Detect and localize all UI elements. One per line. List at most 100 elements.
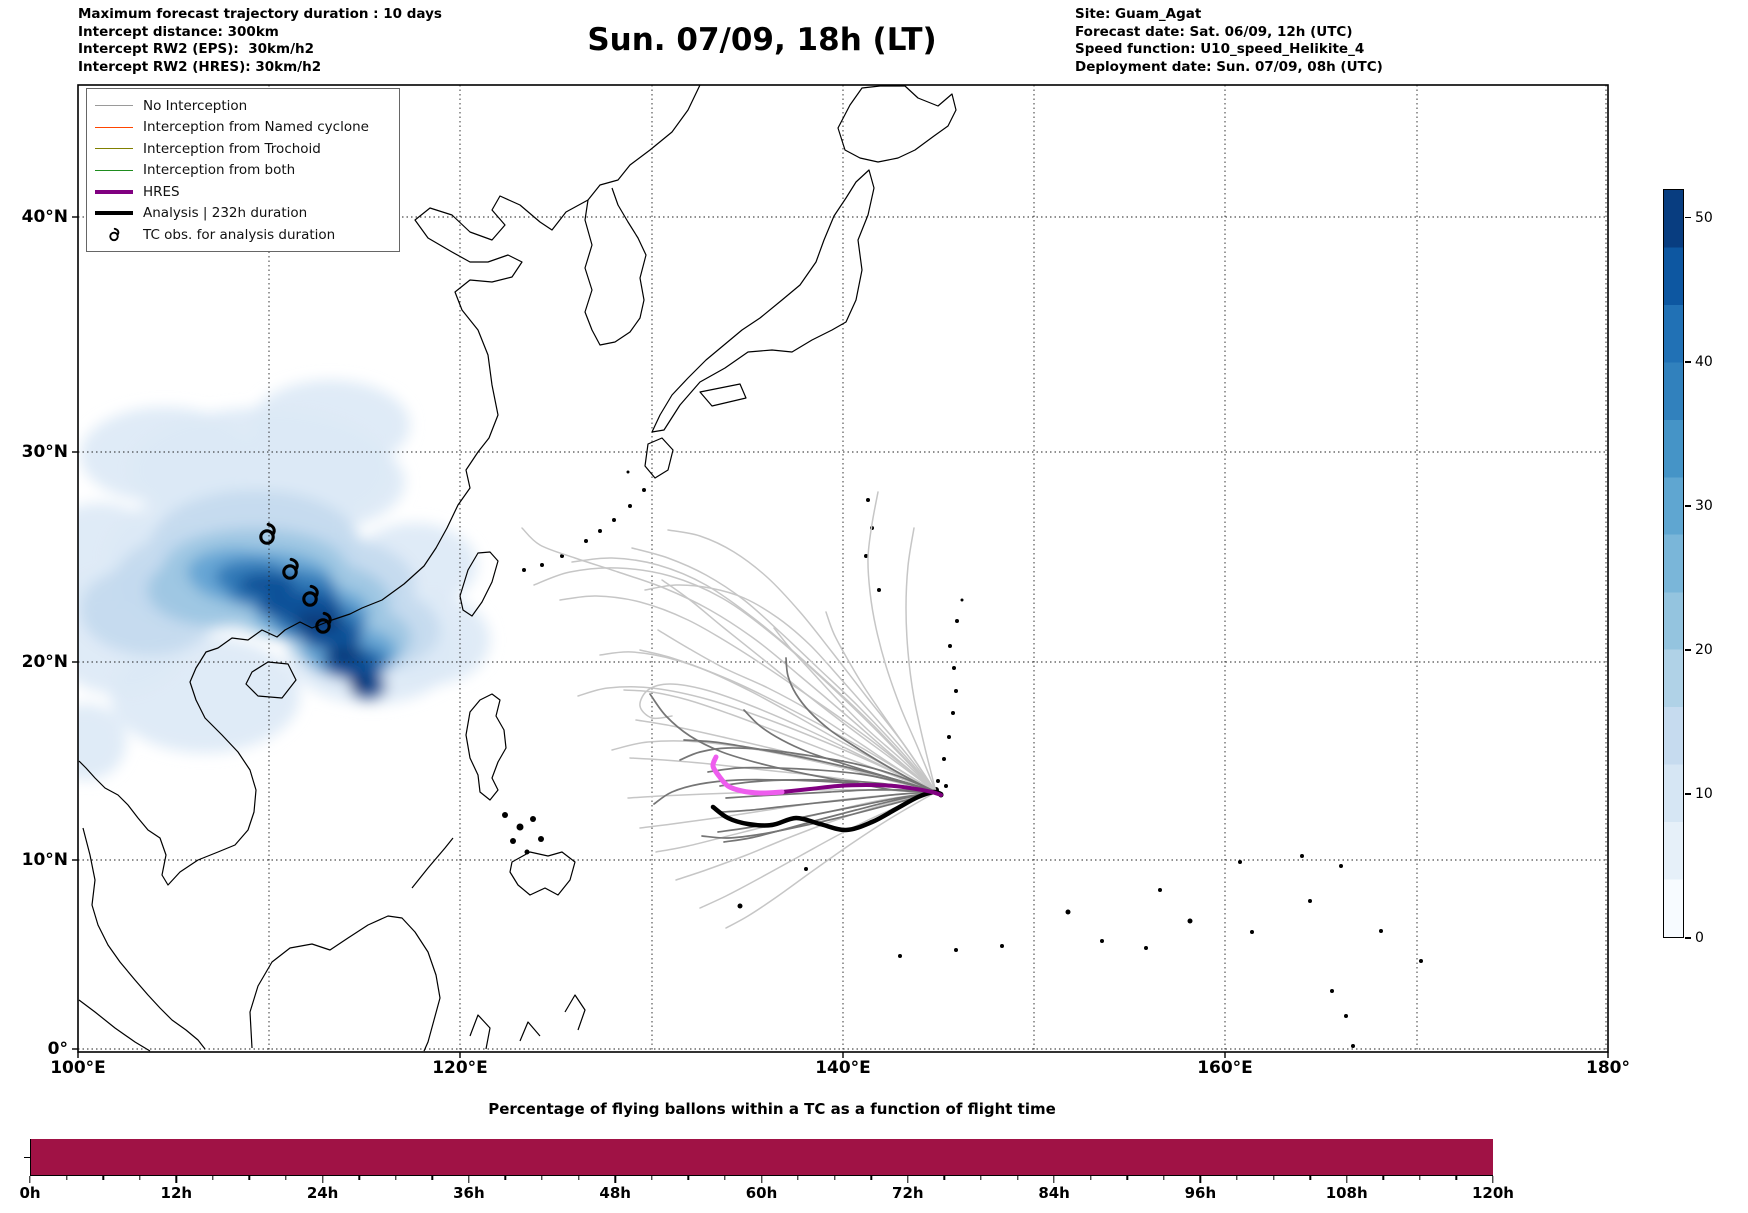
bottom-chart-title: Percentage of flying ballons within a TC… [488, 1100, 1056, 1118]
island-dot [522, 568, 526, 572]
legend-item-label: No Interception [143, 97, 248, 114]
trajectory-dark [785, 657, 937, 793]
coastlines [78, 85, 1423, 1052]
island-dot [1065, 909, 1071, 915]
coastline-mindanao [509, 851, 576, 896]
island-dot [1100, 939, 1104, 943]
colorbar-tick [1685, 649, 1691, 651]
colorbar-tick-label: 30 [1695, 497, 1713, 514]
island-dot [1351, 1044, 1355, 1048]
bottom-chart-major-tick [175, 1176, 177, 1183]
island-dot [877, 588, 881, 592]
x-tick-label-140E: 140°E [815, 1058, 871, 1078]
colorbar-tick-label: 0 [1695, 930, 1704, 946]
island-dot [1187, 918, 1193, 924]
coastline-sulawesi-bits [469, 1014, 491, 1050]
island-dot [1379, 929, 1383, 933]
bottom-chart-tick-label-72h: 72h [892, 1184, 924, 1202]
coastline-kyushu [644, 437, 674, 479]
trajectory-light [867, 491, 937, 793]
trajectory-dark [649, 693, 937, 793]
island-dot [1419, 959, 1423, 963]
tc-obs-marker [282, 557, 299, 580]
bottom-chart-minor-tick [1163, 1176, 1165, 1180]
island-dot [952, 666, 956, 670]
colorbar-tick-label: 10 [1695, 785, 1713, 802]
colorbar-tick-label: 40 [1695, 353, 1713, 370]
y-tick-label-0: 0° [47, 1039, 68, 1059]
bottom-chart-minor-tick [1126, 1176, 1128, 1180]
island-dot [948, 644, 952, 648]
coastline-halmahera [564, 994, 586, 1031]
bottom-chart-tick-label-96h: 96h [1184, 1184, 1217, 1202]
island-dot [944, 784, 948, 788]
island-dot [598, 529, 602, 533]
coastline-sumatra [78, 999, 151, 1052]
legend-line-swatch [95, 211, 133, 216]
trajectory-light [725, 791, 937, 929]
island-dot [1238, 860, 1242, 864]
trajectory-light [577, 686, 937, 793]
legend-item-label: HRES [143, 183, 180, 200]
bottom-chart-minor-tick [248, 1176, 251, 1180]
island-dot [954, 689, 958, 693]
bottom-chart-major-tick [468, 1176, 470, 1183]
trajectory-dark [707, 766, 937, 793]
coastline-honshu [651, 169, 875, 433]
trajectory-dark [725, 788, 937, 799]
legend-item-0: No Interception [95, 95, 391, 117]
trajectory-light [825, 611, 937, 793]
bottom-chart-major-tick [1199, 1176, 1202, 1183]
trajectory-light [699, 791, 937, 909]
legend-item-6: TC obs. for analysis duration [95, 224, 391, 246]
trajectory-light [571, 557, 937, 793]
island-dot [960, 598, 964, 602]
island-dot [626, 470, 630, 474]
bottom-chart-minor-tick [870, 1176, 872, 1180]
bottom-chart-minor-tick [1272, 1176, 1275, 1180]
trajectory-light [675, 791, 937, 881]
trajectory-dark [717, 791, 937, 833]
bottom-chart-minor-tick [1089, 1176, 1092, 1180]
island-dot [1158, 888, 1162, 892]
bottom-chart-tick-label-48h: 48h [599, 1184, 631, 1202]
bottom-chart-minor-tick [1236, 1176, 1238, 1180]
bottom-chart-tick-label-120h: 120h [1472, 1184, 1514, 1202]
trajectory-light [773, 627, 937, 793]
bottom-chart-minor-tick [651, 1176, 653, 1180]
island-dot [1344, 1014, 1348, 1018]
y-tick-label-30N: 30°N [21, 442, 68, 462]
trajectory-dark [721, 791, 937, 813]
colorbar [1663, 189, 1684, 938]
island-dot [955, 619, 959, 623]
bottom-chart-major-tick [1053, 1176, 1055, 1183]
legend-item-3: Interception from both [95, 160, 391, 182]
coastline-hainan [245, 661, 297, 699]
bottom-chart-minor-tick [504, 1176, 507, 1180]
island-dot [864, 554, 868, 558]
coastline-hokkaido [837, 85, 957, 163]
trajectory-light [599, 651, 937, 793]
island-dot [954, 948, 958, 952]
island-dot [947, 735, 951, 739]
island-dot [584, 539, 588, 543]
bottom-chart-major-tick [760, 1176, 763, 1183]
coastline-luzon [465, 693, 507, 801]
island-dot [1300, 854, 1304, 858]
bottom-chart-minor-tick [285, 1176, 287, 1180]
tc-obs-marker [315, 611, 332, 634]
coastline-asia-mainland [78, 85, 701, 886]
colorbar-tick-label: 50 [1695, 209, 1713, 226]
trajectory-light [905, 527, 937, 793]
bottom-chart-tick-label-60h: 60h [745, 1184, 778, 1202]
bottom-chart-minor-tick [797, 1176, 799, 1180]
bottom-chart-minor-tick [833, 1176, 836, 1180]
graticule [78, 85, 1608, 1052]
y-tick-label-40N: 40°N [21, 207, 68, 227]
legend-item-label: TC obs. for analysis duration [143, 226, 336, 243]
island-dot [502, 812, 508, 818]
legend-line-swatch [95, 126, 133, 128]
legend-item-label: Analysis | 232h duration [143, 205, 308, 222]
bottom-chart-tick-label-24h: 24h [306, 1184, 339, 1202]
